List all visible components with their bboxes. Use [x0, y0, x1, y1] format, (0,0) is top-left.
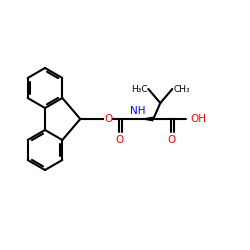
Text: CH₃: CH₃ — [173, 84, 190, 94]
Text: O: O — [115, 135, 124, 145]
Text: O: O — [167, 135, 175, 145]
Polygon shape — [139, 116, 153, 121]
Text: OH: OH — [190, 114, 206, 124]
Text: NH: NH — [130, 106, 145, 116]
Text: O: O — [104, 114, 112, 124]
Text: H₃C: H₃C — [131, 84, 147, 94]
